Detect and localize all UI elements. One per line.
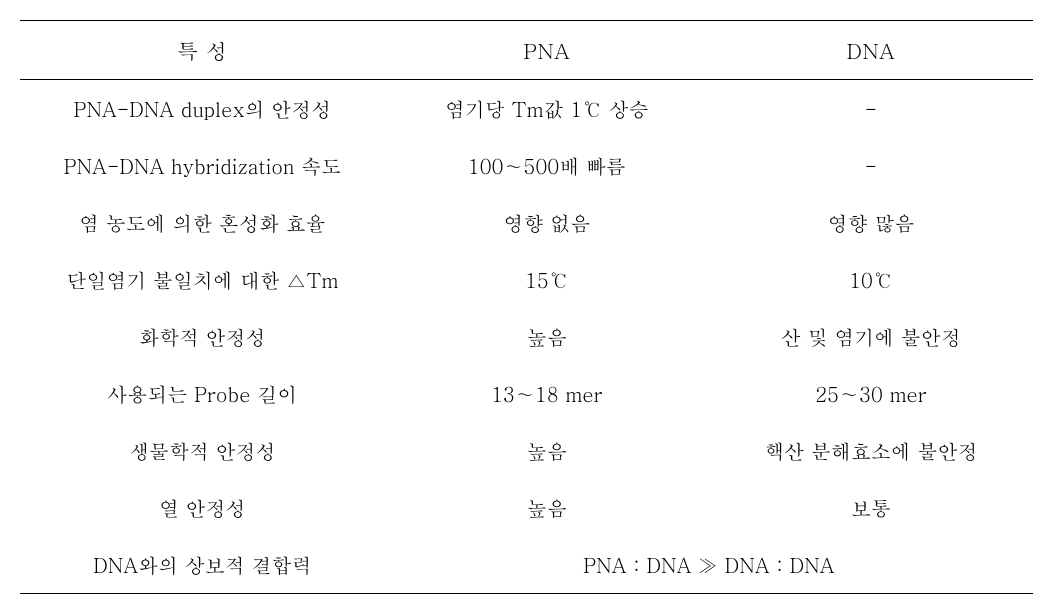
table-row: 사용되는 Probe 길이 13∼18 mer 25∼30 mer	[20, 365, 1033, 422]
cell-pna: 13∼18 mer	[385, 365, 709, 422]
table-row: DNA와의 상보적 결합력 PNA : DNA ≫ DNA : DNA	[20, 536, 1033, 594]
cell-pna: 100∼500배 빠름	[385, 137, 709, 194]
table-row: 단일염기 불일치에 대한 △Tm 15℃ 10℃	[20, 251, 1033, 308]
cell-property: 사용되는 Probe 길이	[20, 365, 385, 422]
cell-pna: 높음	[385, 422, 709, 479]
cell-dna: 보통	[709, 479, 1033, 536]
comparison-table: 특 성 PNA DNA PNA-DNA duplex의 안정성 염기당 Tm값 …	[20, 20, 1033, 594]
table-row: PNA-DNA duplex의 안정성 염기당 Tm값 1℃ 상승 -	[20, 80, 1033, 138]
table-row: 염 농도에 의한 혼성화 효율 영향 없음 영향 많음	[20, 194, 1033, 251]
cell-property: 생물학적 안정성	[20, 422, 385, 479]
cell-pna: 염기당 Tm값 1℃ 상승	[385, 80, 709, 138]
cell-pna: 15℃	[385, 251, 709, 308]
header-property: 특 성	[20, 21, 385, 80]
cell-dna: 영향 많음	[709, 194, 1033, 251]
cell-dna: 10℃	[709, 251, 1033, 308]
cell-dna: 25∼30 mer	[709, 365, 1033, 422]
table-row: 화학적 안정성 높음 산 및 염기에 불안정	[20, 308, 1033, 365]
header-pna: PNA	[385, 21, 709, 80]
cell-dna: 핵산 분해효소에 불안정	[709, 422, 1033, 479]
table-row: PNA-DNA hybridization 속도 100∼500배 빠름 -	[20, 137, 1033, 194]
cell-property: DNA와의 상보적 결합력	[20, 536, 385, 594]
cell-property: 화학적 안정성	[20, 308, 385, 365]
cell-property: 염 농도에 의한 혼성화 효율	[20, 194, 385, 251]
cell-pna: 높음	[385, 308, 709, 365]
table-body: PNA-DNA duplex의 안정성 염기당 Tm값 1℃ 상승 - PNA-…	[20, 80, 1033, 594]
cell-dna: -	[709, 80, 1033, 138]
cell-property: PNA-DNA hybridization 속도	[20, 137, 385, 194]
cell-property: 열 안정성	[20, 479, 385, 536]
cell-merged: PNA : DNA ≫ DNA : DNA	[385, 536, 1033, 594]
cell-pna: 영향 없음	[385, 194, 709, 251]
cell-pna: 높음	[385, 479, 709, 536]
table-row: 열 안정성 높음 보통	[20, 479, 1033, 536]
cell-dna: 산 및 염기에 불안정	[709, 308, 1033, 365]
cell-property: 단일염기 불일치에 대한 △Tm	[20, 251, 385, 308]
table-header-row: 특 성 PNA DNA	[20, 21, 1033, 80]
cell-dna: -	[709, 137, 1033, 194]
table-row: 생물학적 안정성 높음 핵산 분해효소에 불안정	[20, 422, 1033, 479]
header-dna: DNA	[709, 21, 1033, 80]
cell-property: PNA-DNA duplex의 안정성	[20, 80, 385, 138]
